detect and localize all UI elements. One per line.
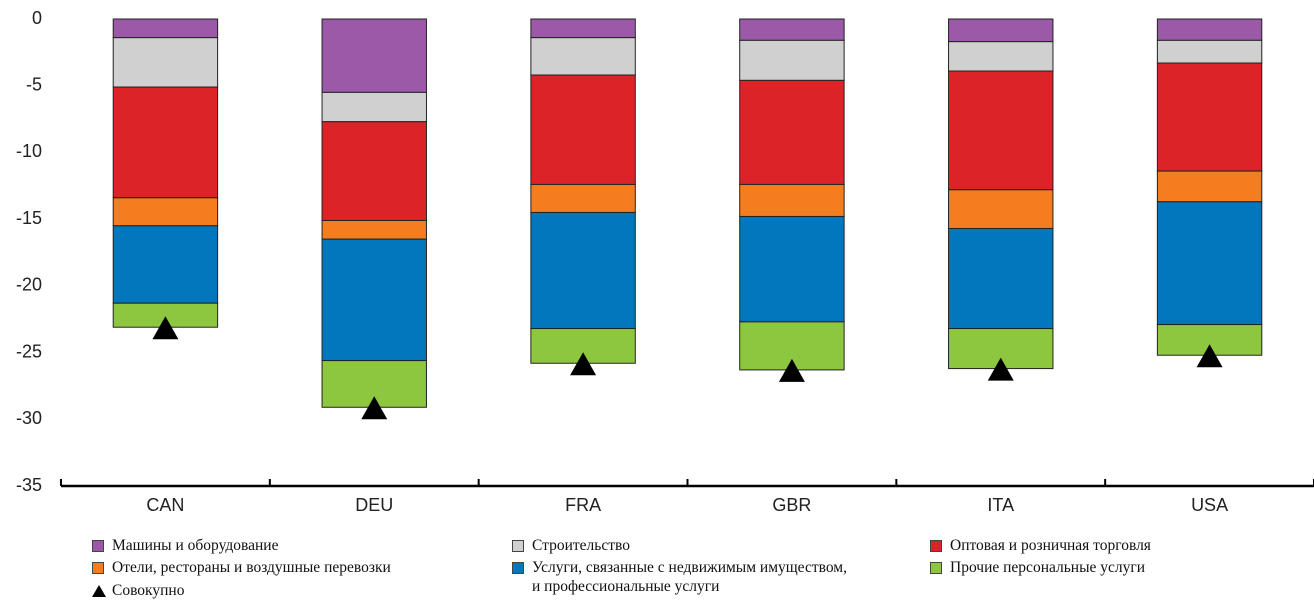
legend-swatch <box>92 562 104 574</box>
bar-segment <box>948 227 1054 330</box>
x-tick-label: DEU <box>355 495 393 515</box>
bar-segment <box>530 74 636 185</box>
total-marker <box>987 357 1014 381</box>
bar-segment <box>321 121 427 221</box>
y-tick-label: -35 <box>16 475 42 495</box>
bar-segment <box>321 238 427 362</box>
bar-segment <box>112 86 219 199</box>
bar-segment <box>321 219 427 240</box>
legend-marker <box>92 585 106 597</box>
bar-segment <box>948 41 1054 72</box>
bar-segment <box>321 91 427 123</box>
legend-swatch <box>512 540 524 552</box>
legend-label: Оптовая и розничная торговля <box>950 537 1151 554</box>
bar-segment <box>530 37 636 76</box>
bar-segment <box>112 197 219 227</box>
bar-segment <box>112 37 219 88</box>
bar-segment <box>948 18 1054 43</box>
bar-segment <box>530 18 636 39</box>
x-tick-label: GBR <box>772 495 811 515</box>
bar-segment <box>739 39 845 81</box>
total-marker <box>1196 344 1223 368</box>
y-tick-label: -15 <box>16 208 42 228</box>
bar-segment <box>739 79 845 185</box>
bar-segment <box>948 70 1054 191</box>
total-marker <box>152 316 179 340</box>
legend-swatch <box>930 562 942 574</box>
legend-swatch <box>930 540 942 552</box>
x-tick-label: ITA <box>987 495 1014 515</box>
bar-segment <box>112 225 219 304</box>
legend-label: Машины и оборудование <box>112 537 279 554</box>
y-tick-label: -30 <box>16 408 42 428</box>
bar-segment <box>1156 62 1263 172</box>
bar-segment <box>112 18 219 39</box>
total-marker <box>361 396 388 420</box>
bar-segment <box>739 183 845 217</box>
x-tick-label: USA <box>1191 495 1228 515</box>
y-tick-label: -5 <box>26 74 42 94</box>
legend-swatch <box>512 562 524 574</box>
bar-segment <box>1156 170 1263 203</box>
x-tick-label: CAN <box>146 495 184 515</box>
y-tick-label: 0 <box>32 8 42 28</box>
y-tick-label: -10 <box>16 141 42 161</box>
bar-segment <box>739 18 845 41</box>
legend-label: Услуги, связанные с недвижимым имущество… <box>532 559 847 595</box>
y-tick-label: -20 <box>16 275 42 295</box>
legend-label: Отели, рестораны и воздушные перевозки <box>112 559 391 576</box>
bar-segment <box>1156 18 1263 41</box>
legend-label: Совокупно <box>112 582 185 599</box>
y-tick-label: -25 <box>16 341 42 361</box>
bar-segment <box>530 211 636 330</box>
legend-label: Строительство <box>532 537 630 554</box>
total-marker <box>570 352 597 376</box>
bar-segment <box>739 215 845 323</box>
bar-segment <box>530 183 636 213</box>
legend-swatch <box>92 540 104 552</box>
bar-segment <box>1156 39 1263 64</box>
bar-segment <box>1156 201 1263 326</box>
legend-label: Прочие персональные услуги <box>950 559 1146 576</box>
bar-segment <box>948 189 1054 229</box>
x-tick-label: FRA <box>565 495 601 515</box>
total-marker <box>778 358 805 382</box>
bar-segment <box>321 18 427 93</box>
